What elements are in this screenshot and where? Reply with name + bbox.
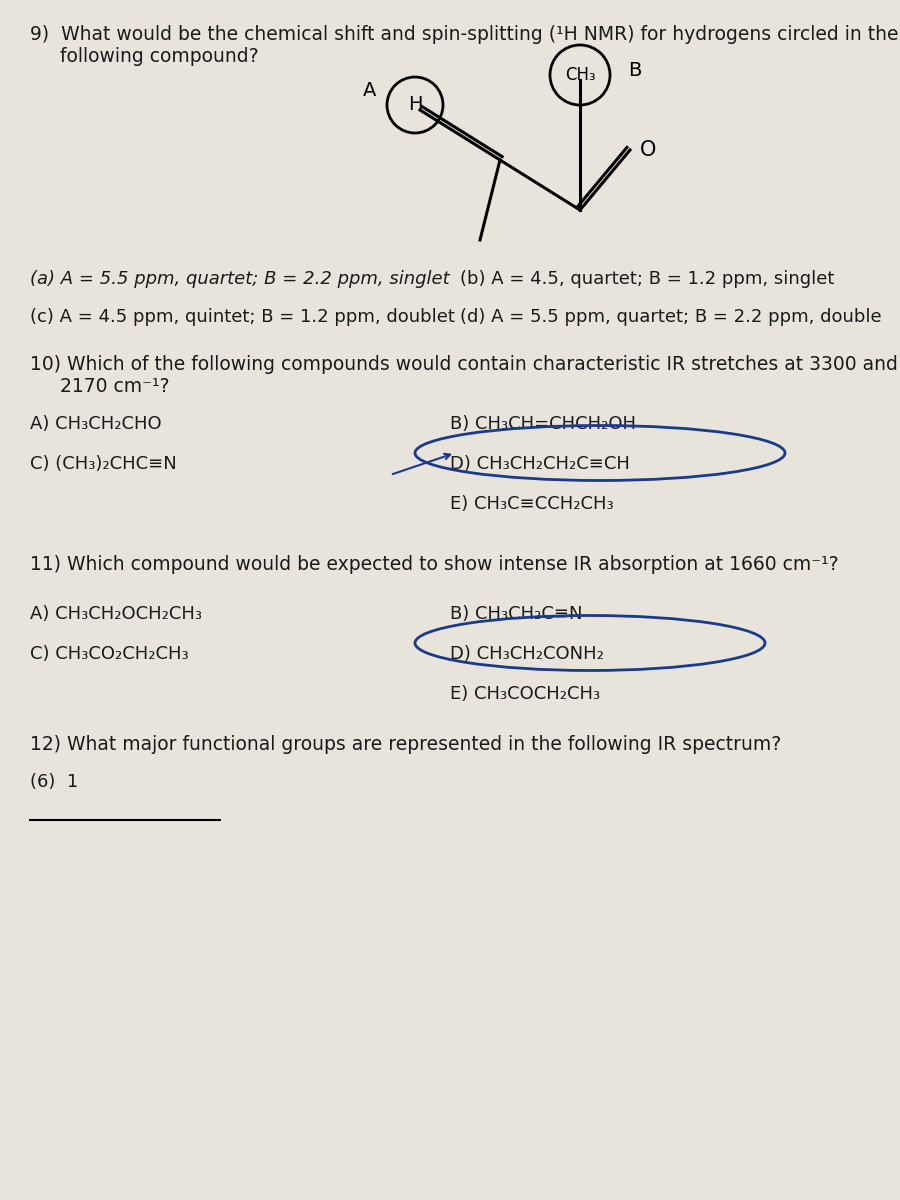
Text: (b) A = 4.5, quartet; B = 1.2 ppm, singlet: (b) A = 4.5, quartet; B = 1.2 ppm, singl… bbox=[460, 270, 834, 288]
Text: 9)  What would be the chemical shift and spin-splitting (¹H NMR) for hydrogens c: 9) What would be the chemical shift and … bbox=[30, 25, 898, 66]
Text: B: B bbox=[628, 60, 642, 79]
Text: (a) A = 5.5 ppm, quartet; B = 2.2 ppm, singlet: (a) A = 5.5 ppm, quartet; B = 2.2 ppm, s… bbox=[30, 270, 450, 288]
Text: E) CH₃C≡CCH₂CH₃: E) CH₃C≡CCH₂CH₃ bbox=[450, 494, 614, 514]
Text: A: A bbox=[364, 80, 377, 100]
Text: B) CH₃CH₂C≡N: B) CH₃CH₂C≡N bbox=[450, 605, 582, 623]
Text: 11) Which compound would be expected to show intense IR absorption at 1660 cm⁻¹?: 11) Which compound would be expected to … bbox=[30, 554, 839, 574]
Text: B) CH₃CH=CHCH₂OH: B) CH₃CH=CHCH₂OH bbox=[450, 415, 636, 433]
Text: D) CH₃CH₂CH₂C≡CH: D) CH₃CH₂CH₂C≡CH bbox=[450, 455, 630, 473]
Text: O: O bbox=[640, 140, 656, 160]
Text: A) CH₃CH₂CHO: A) CH₃CH₂CHO bbox=[30, 415, 162, 433]
Text: H: H bbox=[408, 96, 422, 114]
Text: A) CH₃CH₂OCH₂CH₃: A) CH₃CH₂OCH₂CH₃ bbox=[30, 605, 202, 623]
Text: (6)  1: (6) 1 bbox=[30, 773, 78, 791]
Text: (d) A = 5.5 ppm, quartet; B = 2.2 ppm, double: (d) A = 5.5 ppm, quartet; B = 2.2 ppm, d… bbox=[460, 308, 882, 326]
Text: C) (CH₃)₂CHC≡N: C) (CH₃)₂CHC≡N bbox=[30, 455, 176, 473]
Text: C) CH₃CO₂CH₂CH₃: C) CH₃CO₂CH₂CH₃ bbox=[30, 646, 189, 662]
Text: 10) Which of the following compounds would contain characteristic IR stretches a: 10) Which of the following compounds wou… bbox=[30, 355, 898, 396]
Text: 12) What major functional groups are represented in the following IR spectrum?: 12) What major functional groups are rep… bbox=[30, 734, 781, 754]
Text: CH₃: CH₃ bbox=[564, 66, 595, 84]
Text: E) CH₃COCH₂CH₃: E) CH₃COCH₂CH₃ bbox=[450, 685, 600, 703]
Text: (c) A = 4.5 ppm, quintet; B = 1.2 ppm, doublet: (c) A = 4.5 ppm, quintet; B = 1.2 ppm, d… bbox=[30, 308, 454, 326]
Text: D) CH₃CH₂CONH₂: D) CH₃CH₂CONH₂ bbox=[450, 646, 604, 662]
